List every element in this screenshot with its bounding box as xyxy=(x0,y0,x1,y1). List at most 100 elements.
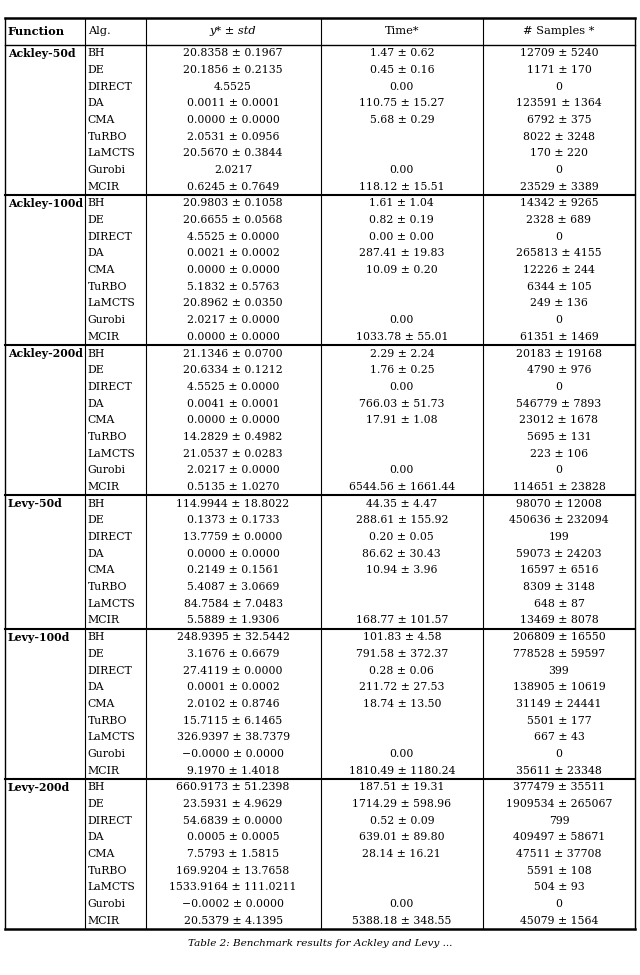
Text: 101.83 ± 4.58: 101.83 ± 4.58 xyxy=(362,632,441,643)
Text: CMA: CMA xyxy=(88,265,115,275)
Text: DIRECT: DIRECT xyxy=(88,816,132,826)
Text: 778528 ± 59597: 778528 ± 59597 xyxy=(513,649,605,659)
Text: CMA: CMA xyxy=(88,566,115,575)
Text: DIRECT: DIRECT xyxy=(88,82,132,92)
Text: 14.2829 ± 0.4982: 14.2829 ± 0.4982 xyxy=(184,432,283,442)
Text: 0.1373 ± 0.1733: 0.1373 ± 0.1733 xyxy=(187,516,280,526)
Text: 1171 ± 170: 1171 ± 170 xyxy=(527,65,591,75)
Text: 123591 ± 1364: 123591 ± 1364 xyxy=(516,98,602,108)
Text: TuRBO: TuRBO xyxy=(88,132,127,141)
Text: 17.91 ± 1.08: 17.91 ± 1.08 xyxy=(366,415,438,425)
Text: 248.9395 ± 32.5442: 248.9395 ± 32.5442 xyxy=(177,632,289,643)
Text: 118.12 ± 15.51: 118.12 ± 15.51 xyxy=(359,181,445,192)
Text: 639.01 ± 89.80: 639.01 ± 89.80 xyxy=(359,833,445,842)
Text: 0.00: 0.00 xyxy=(390,899,414,909)
Text: 206809 ± 16550: 206809 ± 16550 xyxy=(513,632,605,643)
Text: 61351 ± 1469: 61351 ± 1469 xyxy=(520,332,598,342)
Text: 5.4087 ± 3.0669: 5.4087 ± 3.0669 xyxy=(187,582,279,592)
Text: 0.0000 ± 0.0000: 0.0000 ± 0.0000 xyxy=(187,332,280,342)
Text: 0.0041 ± 0.0001: 0.0041 ± 0.0001 xyxy=(187,399,280,409)
Text: TuRBO: TuRBO xyxy=(88,432,127,442)
Text: DE: DE xyxy=(88,65,104,75)
Text: 199: 199 xyxy=(548,532,570,542)
Text: 110.75 ± 15.27: 110.75 ± 15.27 xyxy=(359,98,445,108)
Text: Ackley-200d: Ackley-200d xyxy=(8,348,83,359)
Text: BH: BH xyxy=(88,48,105,58)
Text: 35611 ± 23348: 35611 ± 23348 xyxy=(516,765,602,776)
Text: 0.6245 ± 0.7649: 0.6245 ± 0.7649 xyxy=(187,181,279,192)
Text: 23.5931 ± 4.9629: 23.5931 ± 4.9629 xyxy=(184,800,283,809)
Text: 13469 ± 8078: 13469 ± 8078 xyxy=(520,615,598,626)
Text: 0.00: 0.00 xyxy=(390,165,414,175)
Text: 667 ± 43: 667 ± 43 xyxy=(534,732,584,742)
Text: 47511 ± 37708: 47511 ± 37708 xyxy=(516,849,602,859)
Text: LaMCTS: LaMCTS xyxy=(88,298,136,308)
Text: 5.1832 ± 0.5763: 5.1832 ± 0.5763 xyxy=(187,282,279,292)
Text: 1533.9164 ± 111.0211: 1533.9164 ± 111.0211 xyxy=(170,882,297,892)
Text: 86.62 ± 30.43: 86.62 ± 30.43 xyxy=(362,549,441,559)
Text: 23012 ± 1678: 23012 ± 1678 xyxy=(520,415,598,425)
Text: 1714.29 ± 598.96: 1714.29 ± 598.96 xyxy=(352,800,451,809)
Text: DIRECT: DIRECT xyxy=(88,532,132,542)
Text: 0.0000 ± 0.0000: 0.0000 ± 0.0000 xyxy=(187,265,280,275)
Text: 5388.18 ± 348.55: 5388.18 ± 348.55 xyxy=(352,916,452,926)
Text: 8309 ± 3148: 8309 ± 3148 xyxy=(523,582,595,592)
Text: 799: 799 xyxy=(548,816,570,826)
Text: CMA: CMA xyxy=(88,115,115,125)
Text: DIRECT: DIRECT xyxy=(88,232,132,242)
Text: Gurobi: Gurobi xyxy=(88,749,125,759)
Text: 13.7759 ± 0.0000: 13.7759 ± 0.0000 xyxy=(184,532,283,542)
Text: 59073 ± 24203: 59073 ± 24203 xyxy=(516,549,602,559)
Text: MCIR: MCIR xyxy=(88,482,120,492)
Text: Levy-200d: Levy-200d xyxy=(8,782,70,793)
Text: BH: BH xyxy=(88,632,105,643)
Text: BH: BH xyxy=(88,498,105,509)
Text: MCIR: MCIR xyxy=(88,615,120,626)
Text: 20183 ± 19168: 20183 ± 19168 xyxy=(516,348,602,359)
Text: 0.0000 ± 0.0000: 0.0000 ± 0.0000 xyxy=(187,415,280,425)
Text: 20.6655 ± 0.0568: 20.6655 ± 0.0568 xyxy=(183,215,283,225)
Text: 20.8358 ± 0.1967: 20.8358 ± 0.1967 xyxy=(183,48,283,58)
Text: 21.1346 ± 0.0700: 21.1346 ± 0.0700 xyxy=(183,348,283,359)
Text: MCIR: MCIR xyxy=(88,916,120,926)
Text: # Samples *: # Samples * xyxy=(524,26,595,36)
Text: 2.0217 ± 0.0000: 2.0217 ± 0.0000 xyxy=(187,465,280,476)
Text: LaMCTS: LaMCTS xyxy=(88,599,136,608)
Text: 1033.78 ± 55.01: 1033.78 ± 55.01 xyxy=(356,332,448,342)
Text: 288.61 ± 155.92: 288.61 ± 155.92 xyxy=(356,516,448,526)
Text: Alg.: Alg. xyxy=(88,26,111,36)
Text: 0.0000 ± 0.0000: 0.0000 ± 0.0000 xyxy=(187,115,280,125)
Text: 791.58 ± 372.37: 791.58 ± 372.37 xyxy=(356,649,448,659)
Text: TuRBO: TuRBO xyxy=(88,282,127,292)
Text: 0: 0 xyxy=(556,165,563,175)
Text: 20.1856 ± 0.2135: 20.1856 ± 0.2135 xyxy=(183,65,283,75)
Text: 14342 ± 9265: 14342 ± 9265 xyxy=(520,198,598,209)
Text: 0: 0 xyxy=(556,315,563,325)
Text: 20.8962 ± 0.0350: 20.8962 ± 0.0350 xyxy=(183,298,283,308)
Text: 31149 ± 24441: 31149 ± 24441 xyxy=(516,699,602,709)
Text: 0: 0 xyxy=(556,82,563,92)
Text: DE: DE xyxy=(88,800,104,809)
Text: CMA: CMA xyxy=(88,699,115,709)
Text: 21.0537 ± 0.0283: 21.0537 ± 0.0283 xyxy=(183,448,283,458)
Text: TuRBO: TuRBO xyxy=(88,716,127,725)
Text: 20.5379 ± 4.1395: 20.5379 ± 4.1395 xyxy=(184,916,283,926)
Text: Gurobi: Gurobi xyxy=(88,465,125,476)
Text: 6792 ± 375: 6792 ± 375 xyxy=(527,115,591,125)
Text: Levy-100d: Levy-100d xyxy=(8,632,70,643)
Text: 27.4119 ± 0.0000: 27.4119 ± 0.0000 xyxy=(183,666,283,676)
Text: 0.2149 ± 0.1561: 0.2149 ± 0.1561 xyxy=(187,566,279,575)
Text: 409497 ± 58671: 409497 ± 58671 xyxy=(513,833,605,842)
Text: 0.00: 0.00 xyxy=(390,749,414,759)
Text: 6544.56 ± 1661.44: 6544.56 ± 1661.44 xyxy=(349,482,455,492)
Text: 546779 ± 7893: 546779 ± 7893 xyxy=(516,399,602,409)
Text: 5501 ± 177: 5501 ± 177 xyxy=(527,716,591,725)
Text: 0: 0 xyxy=(556,232,563,242)
Text: 1.61 ± 1.04: 1.61 ± 1.04 xyxy=(369,198,435,209)
Text: 287.41 ± 19.83: 287.41 ± 19.83 xyxy=(359,249,445,258)
Text: 98070 ± 12008: 98070 ± 12008 xyxy=(516,498,602,509)
Text: 0.00 ± 0.00: 0.00 ± 0.00 xyxy=(369,232,435,242)
Text: 7.5793 ± 1.5815: 7.5793 ± 1.5815 xyxy=(187,849,279,859)
Text: y* ± std: y* ± std xyxy=(210,26,257,36)
Text: 16597 ± 6516: 16597 ± 6516 xyxy=(520,566,598,575)
